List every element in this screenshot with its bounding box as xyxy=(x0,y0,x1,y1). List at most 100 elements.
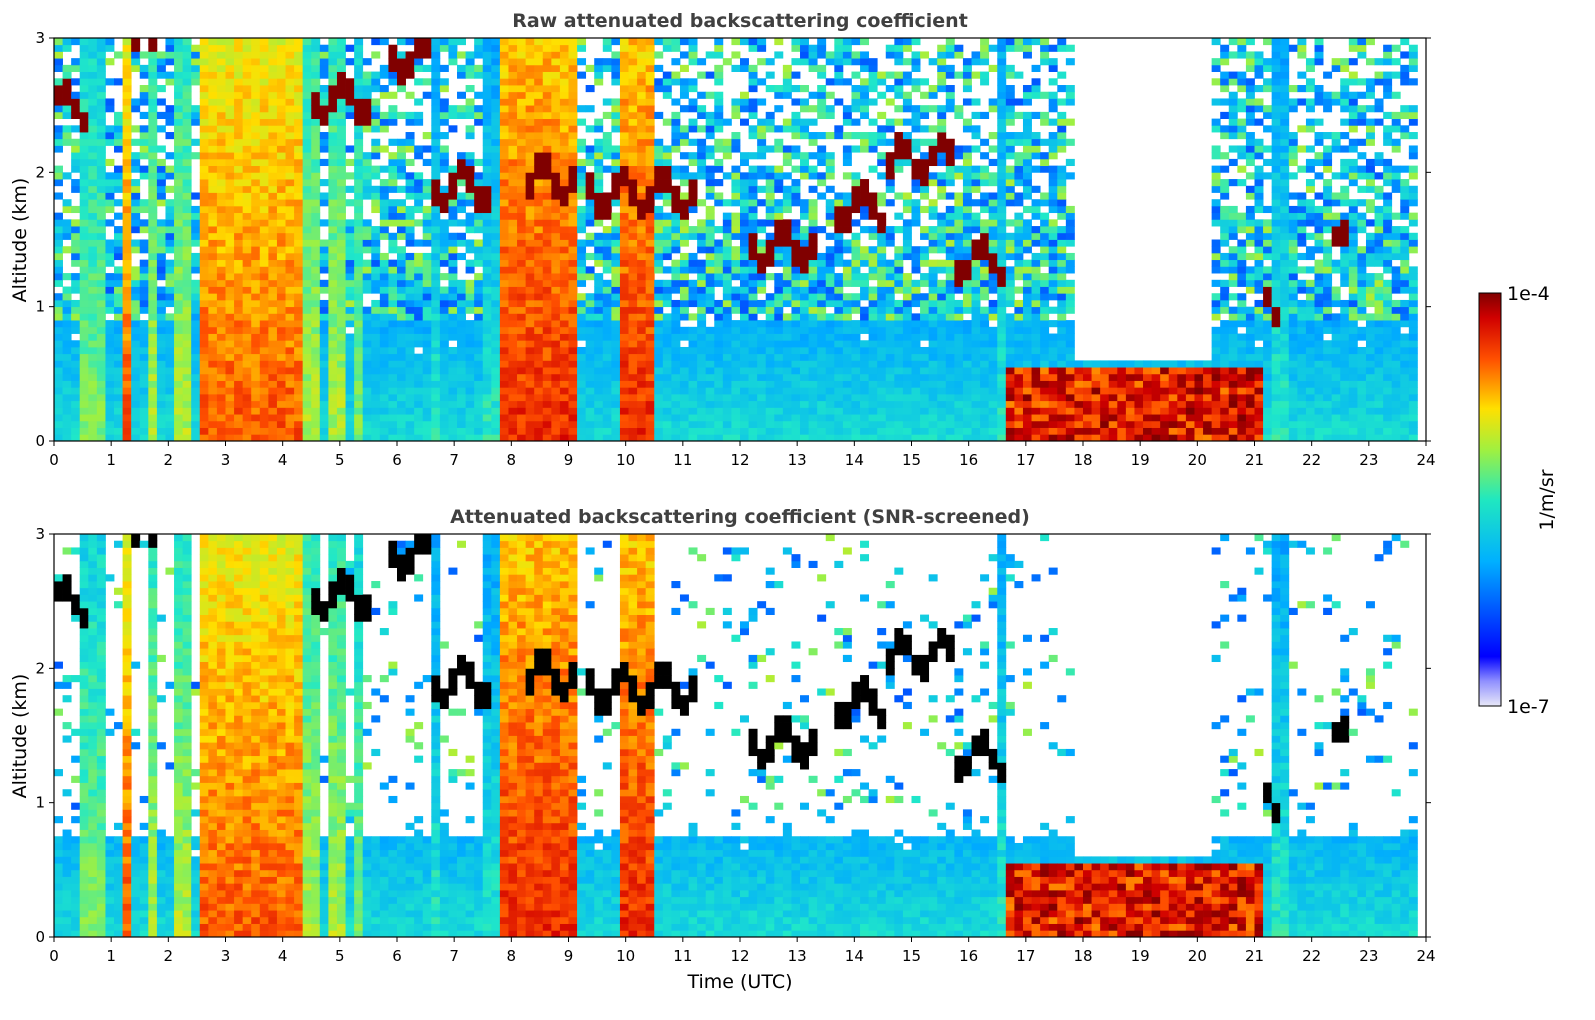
heatmap-cell xyxy=(628,414,638,422)
heatmap-cell xyxy=(731,306,741,314)
heatmap-cell xyxy=(448,293,458,301)
heatmap-cell xyxy=(54,179,63,187)
heatmap-cell xyxy=(628,111,638,119)
heatmap-cell xyxy=(242,387,252,395)
heatmap-cell xyxy=(216,85,226,93)
heatmap-cell xyxy=(362,91,372,99)
heatmap-cell xyxy=(782,199,792,207)
heatmap-cell xyxy=(319,118,329,126)
heatmap-cell xyxy=(302,44,312,52)
heatmap-cell xyxy=(825,58,835,66)
heatmap-cell xyxy=(577,138,587,146)
heatmap-cell xyxy=(165,313,175,321)
heatmap-cell xyxy=(328,346,338,355)
heatmap-cell xyxy=(379,226,389,234)
heatmap-cell xyxy=(740,64,749,72)
heatmap-cell xyxy=(268,427,278,435)
heatmap-cell xyxy=(259,427,269,435)
heatmap-cell xyxy=(345,414,355,422)
heatmap-cell xyxy=(439,273,449,281)
heatmap-cell xyxy=(705,246,715,254)
heatmap-cell xyxy=(800,158,809,167)
heatmap-cell xyxy=(285,212,295,220)
heatmap-cell xyxy=(654,333,664,341)
heatmap-cell xyxy=(191,434,201,442)
heatmap-cell xyxy=(268,51,278,59)
heatmap-cell xyxy=(645,172,655,180)
heatmap-cell xyxy=(354,145,364,153)
heatmap-cell xyxy=(268,91,278,99)
heatmap-cell xyxy=(79,306,89,314)
heatmap-cell xyxy=(619,393,629,402)
heatmap-cell xyxy=(328,71,338,79)
heatmap-cell xyxy=(139,293,149,301)
heatmap-cell xyxy=(594,380,604,388)
heatmap-cell xyxy=(191,387,201,395)
heatmap-cell xyxy=(105,273,115,281)
heatmap-cell xyxy=(148,91,158,99)
heatmap-cell xyxy=(551,360,561,368)
heatmap-cell xyxy=(542,286,552,294)
heatmap-cell xyxy=(465,71,475,79)
heatmap-cell xyxy=(568,380,578,388)
heatmap-cell xyxy=(851,360,861,368)
heatmap-cell xyxy=(851,293,861,301)
heatmap-cell xyxy=(577,38,587,46)
heatmap-cell xyxy=(431,125,441,133)
heatmap-cell xyxy=(54,105,63,113)
heatmap-cell xyxy=(508,313,518,321)
heatmap-cell xyxy=(165,51,175,59)
heatmap-cell xyxy=(568,400,578,408)
heatmap-cell xyxy=(568,71,578,79)
heatmap-cell xyxy=(457,367,466,375)
heatmap-cell xyxy=(499,313,509,321)
heatmap-cell xyxy=(156,360,166,368)
heatmap-cell xyxy=(474,353,484,361)
heatmap-cell xyxy=(105,340,115,348)
heatmap-cell xyxy=(499,105,509,113)
heatmap-cell xyxy=(662,91,672,99)
heatmap-cell xyxy=(216,259,226,267)
heatmap-cell xyxy=(542,373,552,381)
heatmap-cell xyxy=(834,51,844,59)
heatmap-cell xyxy=(388,326,398,334)
heatmap-cell xyxy=(397,373,406,381)
heatmap-cell xyxy=(800,266,809,274)
heatmap-cell xyxy=(594,367,604,375)
heatmap-cell xyxy=(79,434,89,442)
heatmap-cell xyxy=(611,125,621,133)
heatmap-cell xyxy=(637,252,647,261)
heatmap-cell xyxy=(817,71,827,79)
heatmap-cell xyxy=(808,286,818,294)
heatmap-cell xyxy=(71,91,81,99)
heatmap-cell xyxy=(148,259,158,267)
heatmap-cell xyxy=(114,346,123,355)
heatmap-cell xyxy=(328,105,338,113)
heatmap-cell xyxy=(208,266,218,274)
heatmap-cell xyxy=(328,179,338,187)
heatmap-cell xyxy=(208,145,218,153)
heatmap-cell xyxy=(705,434,715,442)
heatmap-cell xyxy=(551,427,561,435)
heatmap-cell xyxy=(482,58,492,66)
heatmap-cell xyxy=(671,44,681,52)
heatmap-cell xyxy=(405,226,415,234)
heatmap-cell xyxy=(465,132,475,140)
heatmap-cell xyxy=(722,145,732,153)
heatmap-cell xyxy=(71,158,81,167)
heatmap-cell xyxy=(414,299,424,308)
heatmap-cell xyxy=(517,326,527,334)
heatmap-cell xyxy=(765,306,775,314)
heatmap-cell xyxy=(611,360,621,368)
heatmap-cell xyxy=(302,145,312,153)
heatmap-cell xyxy=(234,219,244,227)
heatmap-cell xyxy=(851,246,861,254)
heatmap-cell xyxy=(825,266,835,274)
heatmap-cell xyxy=(491,273,501,281)
heatmap-cell xyxy=(671,387,681,395)
heatmap-cell xyxy=(645,252,655,261)
heatmap-cell xyxy=(122,111,132,119)
heatmap-cell xyxy=(559,387,569,395)
heatmap-cell xyxy=(525,105,535,113)
heatmap-cell xyxy=(148,111,158,119)
